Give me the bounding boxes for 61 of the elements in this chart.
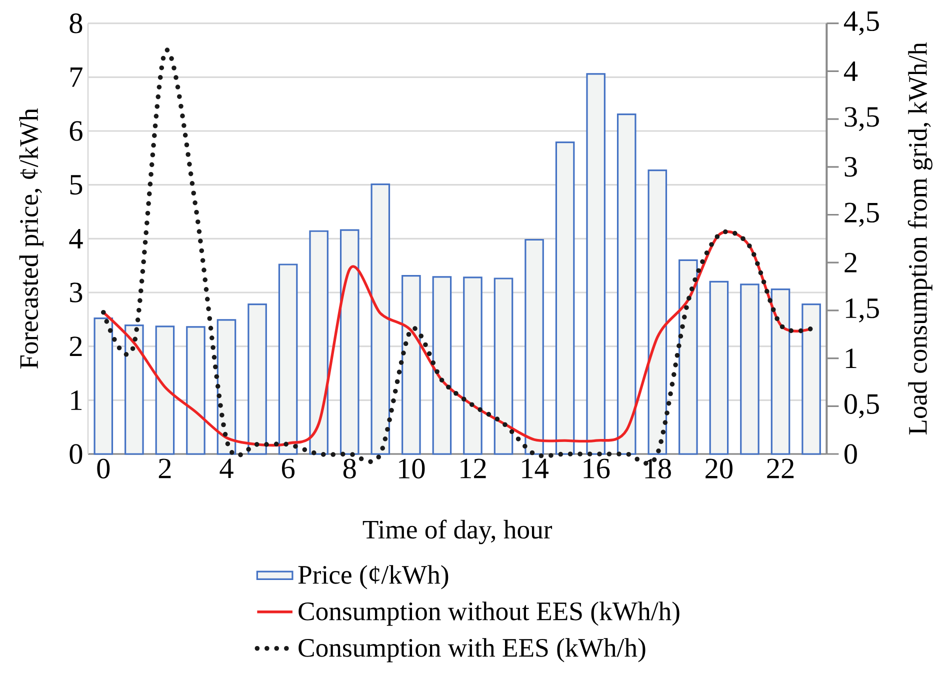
x-tick-label: 6 [282, 458, 295, 478]
x-tick-label: 4 [220, 458, 234, 478]
y2-axis-title: Load consumption from grid, kWh/h [908, 42, 932, 435]
bar [248, 304, 267, 455]
x-tick-label: 10 [399, 458, 425, 479]
bar [278, 264, 298, 455]
y2-tick-label: 1 [846, 348, 856, 368]
bar [370, 183, 390, 455]
y2-tick-label: 4 [844, 62, 858, 81]
bar [770, 288, 790, 455]
x-tick-label: 18 [645, 458, 671, 479]
legend-label: Consumption without EES (kWh/h) [298, 602, 680, 626]
y2-tick-label: 3,5 [844, 107, 879, 132]
bar [555, 142, 575, 455]
bar [124, 324, 144, 455]
y2-tick-label: 2 [844, 252, 856, 272]
y2-tick-label: 1,5 [846, 298, 879, 322]
y-tick-label: 7 [70, 68, 82, 87]
x-tick-label: 16 [584, 458, 610, 478]
bar [648, 169, 668, 455]
y2-tick-label: 3 [844, 157, 857, 177]
bar [524, 238, 544, 455]
x-tick-label: 8 [343, 458, 356, 479]
bar [802, 304, 821, 455]
bar [402, 275, 421, 455]
y-axis-title: Forecasted price, ¢/kWh [19, 108, 44, 369]
bar [155, 326, 175, 455]
legend-label: Price (¢/kWh) [298, 565, 448, 590]
y-tick-label: 6 [70, 121, 82, 141]
bar [678, 259, 698, 455]
x-axis-title: Time of day, hour [362, 520, 552, 544]
x-tick-label: 12 [460, 458, 486, 478]
x-tick-label: 2 [158, 458, 171, 478]
bar [340, 229, 360, 455]
bar [463, 276, 482, 455]
bar [94, 318, 114, 455]
bar [216, 319, 236, 455]
y-tick-label: 1 [71, 390, 82, 410]
bar [494, 278, 514, 455]
y-tick-label: 8 [70, 13, 82, 34]
x-tick-label: 0 [97, 458, 110, 479]
x-tick-label: 20 [706, 458, 733, 479]
bar [586, 73, 606, 455]
y2-tick-label: 4,5 [844, 11, 879, 36]
bar [616, 114, 636, 455]
x-tick-label: 14 [522, 458, 549, 478]
y-tick-label: 0 [70, 444, 82, 464]
bar [709, 280, 729, 455]
y-tick-label: 2 [70, 336, 82, 356]
y2-tick-label: 0 [844, 444, 857, 464]
bar [740, 284, 760, 455]
bar [432, 276, 452, 455]
y2-tick-label: 0,5 [844, 394, 879, 418]
bar [186, 326, 206, 455]
y-tick-label: 3 [70, 282, 82, 302]
bar [309, 230, 328, 455]
x-tick-label: 22 [767, 458, 794, 478]
y-tick-label: 5 [70, 175, 82, 195]
y2-tick-label: 2,5 [844, 202, 879, 227]
y-tick-label: 4 [69, 229, 83, 248]
legend-label: Consumption with EES (kWh/h) [298, 638, 646, 662]
